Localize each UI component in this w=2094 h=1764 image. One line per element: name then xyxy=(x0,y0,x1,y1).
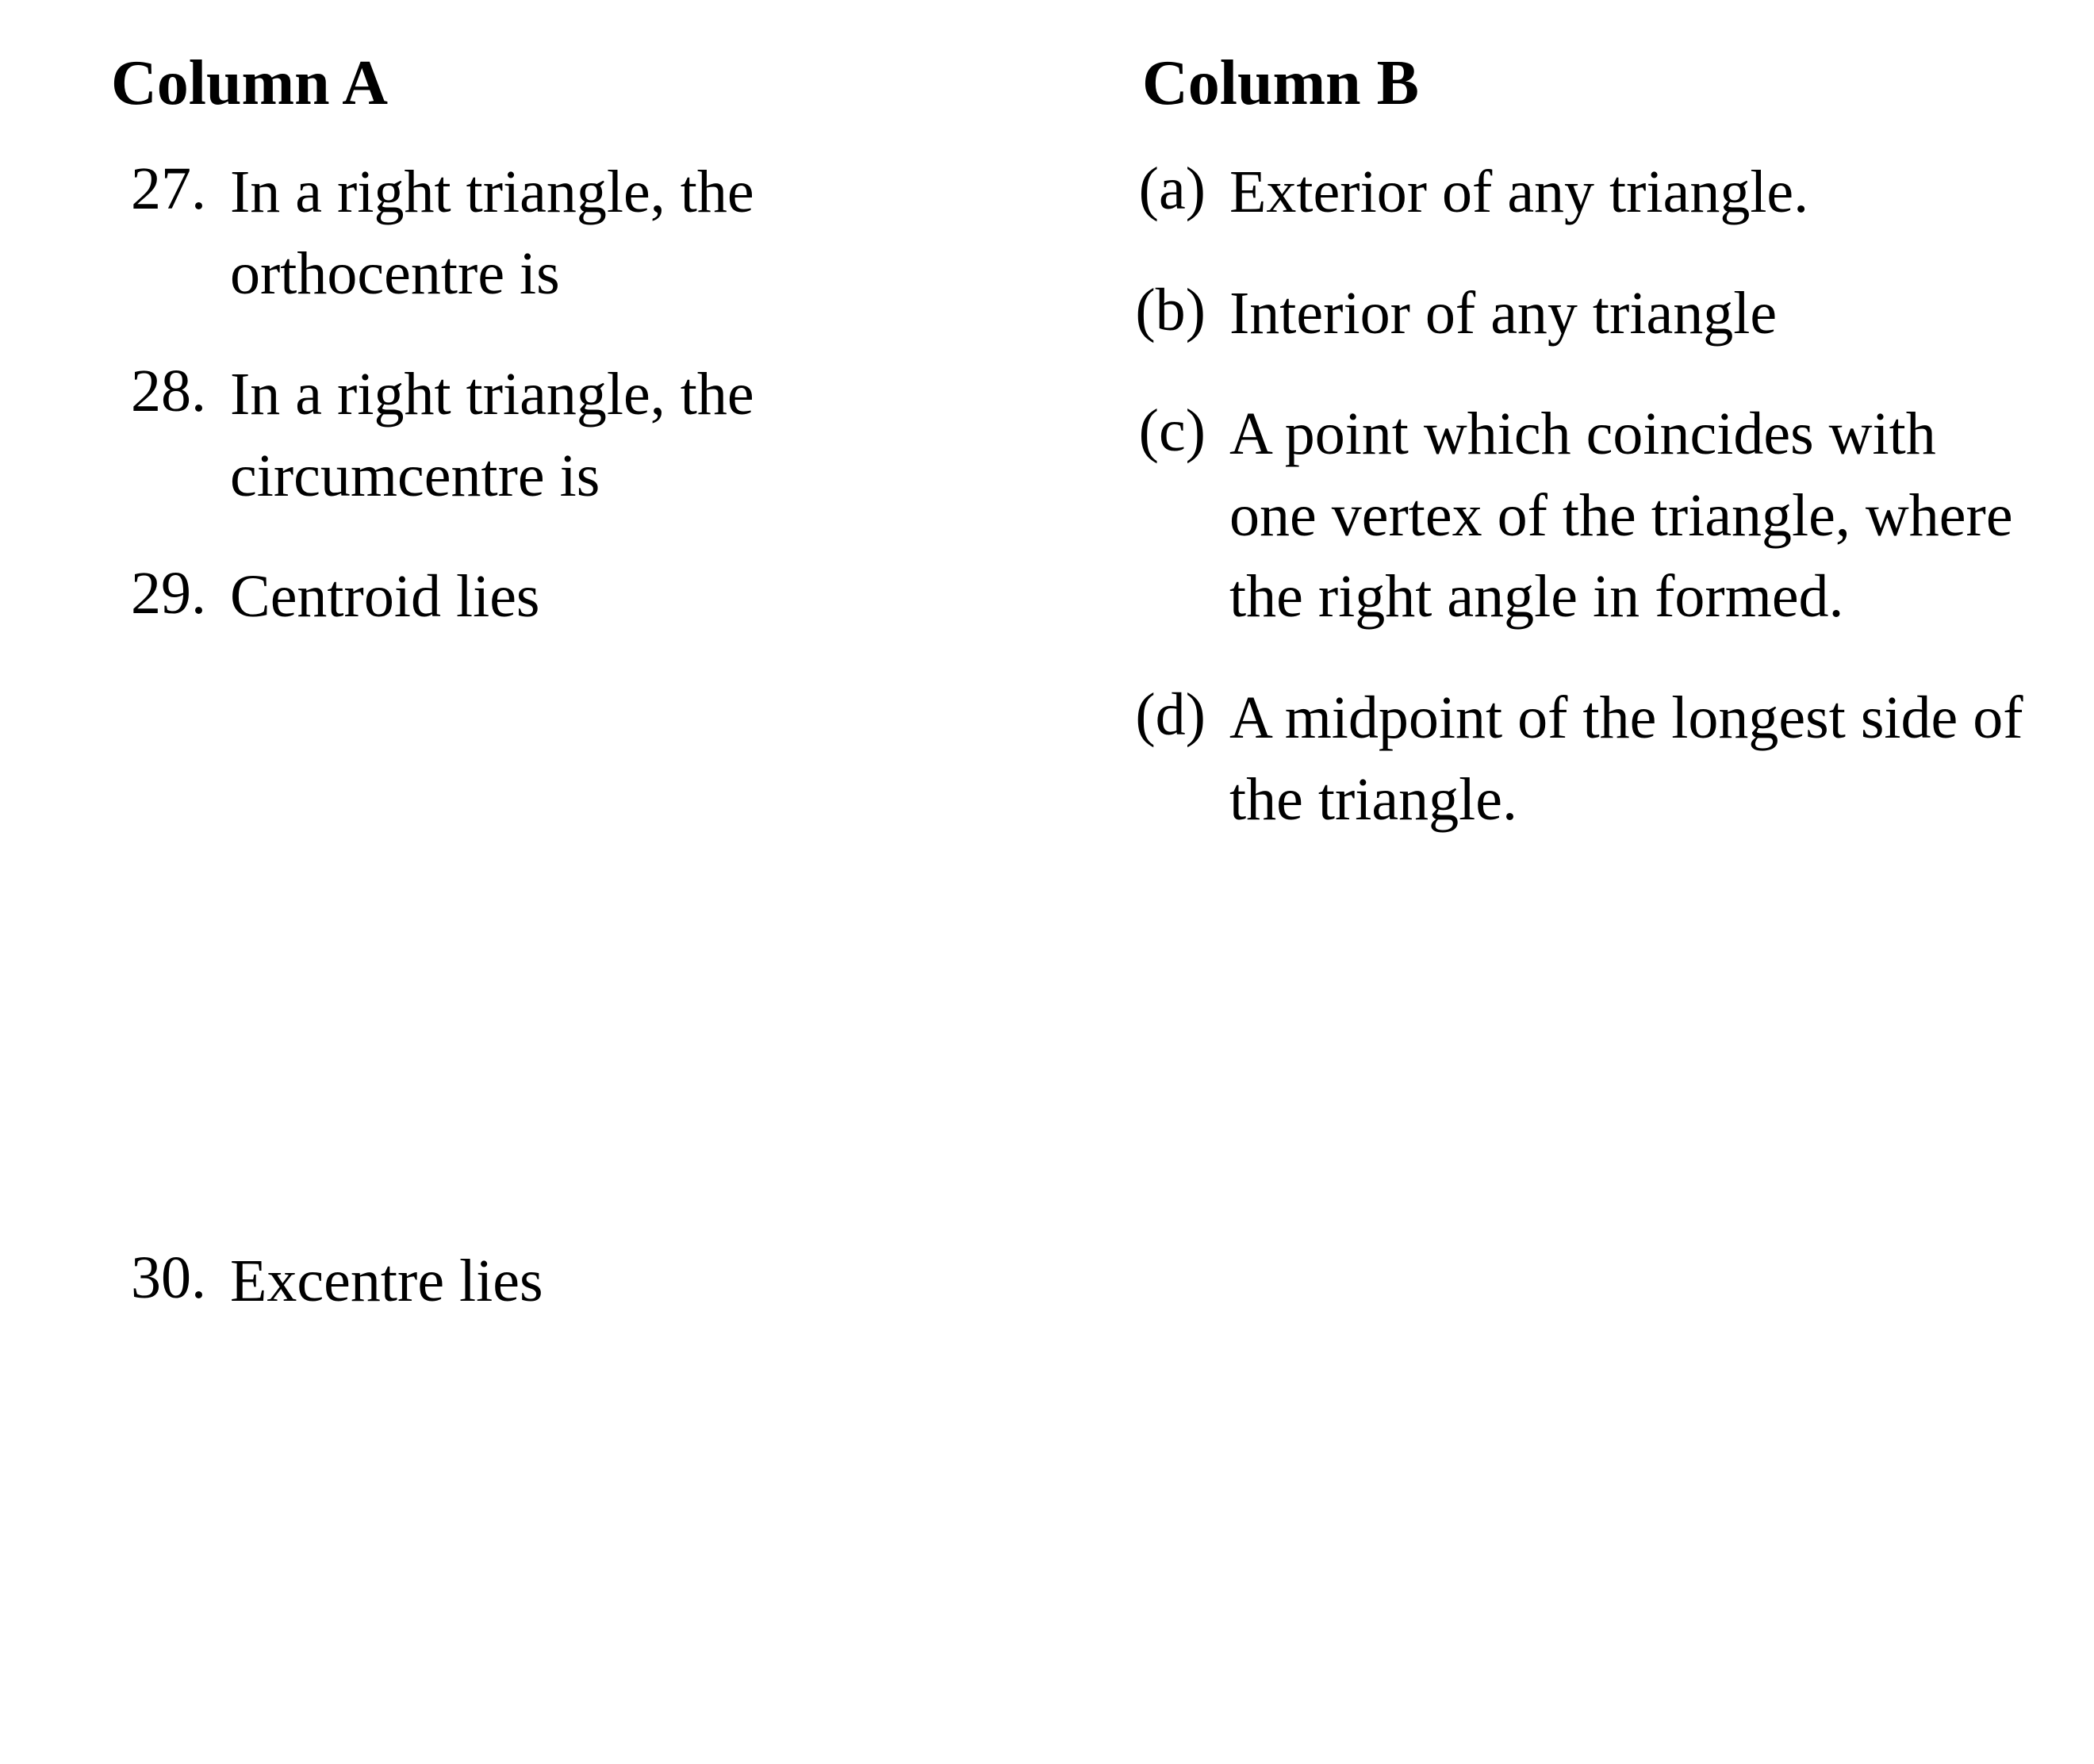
item-text: Excentre lies xyxy=(230,1241,543,1322)
item-letter: (c) xyxy=(1095,393,1229,469)
item-text: In a right triangle, the circumcentre is xyxy=(230,354,999,516)
column-b: Column B (a) Exterior of any triangle. (… xyxy=(1095,48,2031,1716)
vertical-spacer xyxy=(63,677,999,1241)
column-a-item: 30. Excentre lies xyxy=(63,1241,999,1322)
column-b-item: (a) Exterior of any triangle. xyxy=(1095,151,2031,233)
item-text: Interior of any triangle xyxy=(1229,273,1777,355)
item-number: 30. xyxy=(63,1241,230,1316)
column-a: Column A 27. In a right triangle, the or… xyxy=(63,48,999,1716)
column-a-header: Column A xyxy=(63,48,999,120)
column-a-item: 29. Centroid lies xyxy=(63,556,999,638)
item-text: Centroid lies xyxy=(230,556,540,638)
column-a-item: 27. In a right triangle, the orthocentre… xyxy=(63,151,999,314)
column-b-item: (b) Interior of any triangle xyxy=(1095,273,2031,355)
matching-question-page: Column A 27. In a right triangle, the or… xyxy=(0,0,2094,1764)
item-text: Exterior of any triangle. xyxy=(1229,151,1808,233)
item-number: 28. xyxy=(63,354,230,429)
item-letter: (a) xyxy=(1095,151,1229,227)
item-number: 27. xyxy=(63,151,230,227)
column-b-header: Column B xyxy=(1095,48,2031,120)
item-number: 29. xyxy=(63,556,230,631)
item-text: A point which coincides with one vertex … xyxy=(1229,393,2031,638)
item-text: In a right triangle, the orthocentre is xyxy=(230,151,999,314)
column-b-item: (c) A point which coincides with one ver… xyxy=(1095,393,2031,638)
item-letter: (b) xyxy=(1095,273,1229,348)
column-a-item: 28. In a right triangle, the circumcentr… xyxy=(63,354,999,516)
item-text: A midpoint of the longest side of the tr… xyxy=(1229,677,2031,840)
column-b-item: (d) A midpoint of the longest side of th… xyxy=(1095,677,2031,840)
item-letter: (d) xyxy=(1095,677,1229,753)
